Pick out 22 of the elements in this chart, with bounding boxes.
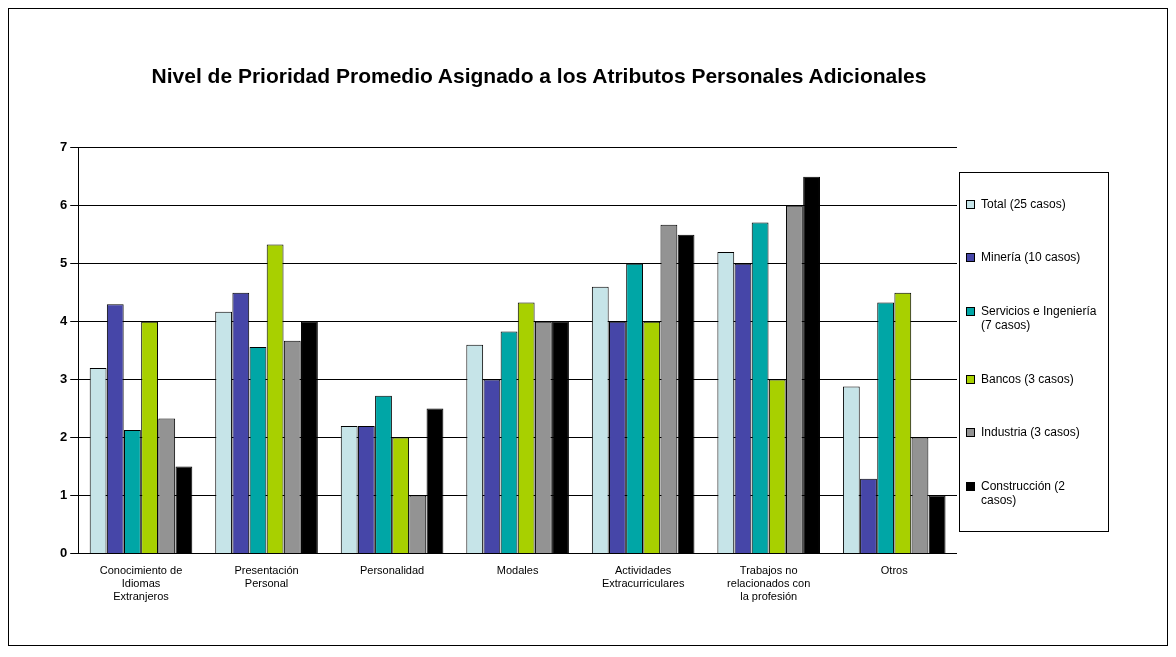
x-tick-label: Actividades Extracurriculares bbox=[601, 564, 685, 590]
legend-label: Construcción (2 casos) bbox=[981, 479, 1067, 508]
y-tick-label: 4 bbox=[60, 313, 68, 329]
y-tick-label: 3 bbox=[60, 371, 68, 387]
y-tick-label: 1 bbox=[60, 487, 68, 503]
legend-label: Minería (10 casos) bbox=[981, 250, 1081, 265]
y-tick-label: 5 bbox=[60, 255, 68, 271]
y-tick-label: 7 bbox=[60, 139, 68, 155]
y-tick-label: 6 bbox=[60, 197, 68, 213]
x-tick-label: Otros bbox=[880, 564, 909, 577]
x-tick-label: Trabajos no relacionados con la profesión bbox=[727, 564, 811, 603]
y-tick-label: 0 bbox=[60, 544, 68, 560]
legend-label: Servicios e Ingeniería (7 casos) bbox=[981, 304, 1098, 333]
x-tick-label: Conocimiento de Idiomas Extranjeros bbox=[99, 564, 183, 603]
x-tick-label: Personalidad bbox=[359, 564, 425, 577]
legend-label: Total (25 casos) bbox=[981, 196, 1066, 211]
legend-label: Industria (3 casos) bbox=[981, 425, 1080, 440]
x-tick-label: Presentación Personal bbox=[234, 564, 299, 590]
y-tick-label: 2 bbox=[60, 429, 68, 445]
chart-title: Nivel de Prioridad Promedio Asignado a los Atributos Personales Adicionales bbox=[150, 64, 928, 88]
x-tick-label: Modales bbox=[496, 564, 539, 577]
legend-label: Bancos (3 casos) bbox=[981, 371, 1074, 386]
